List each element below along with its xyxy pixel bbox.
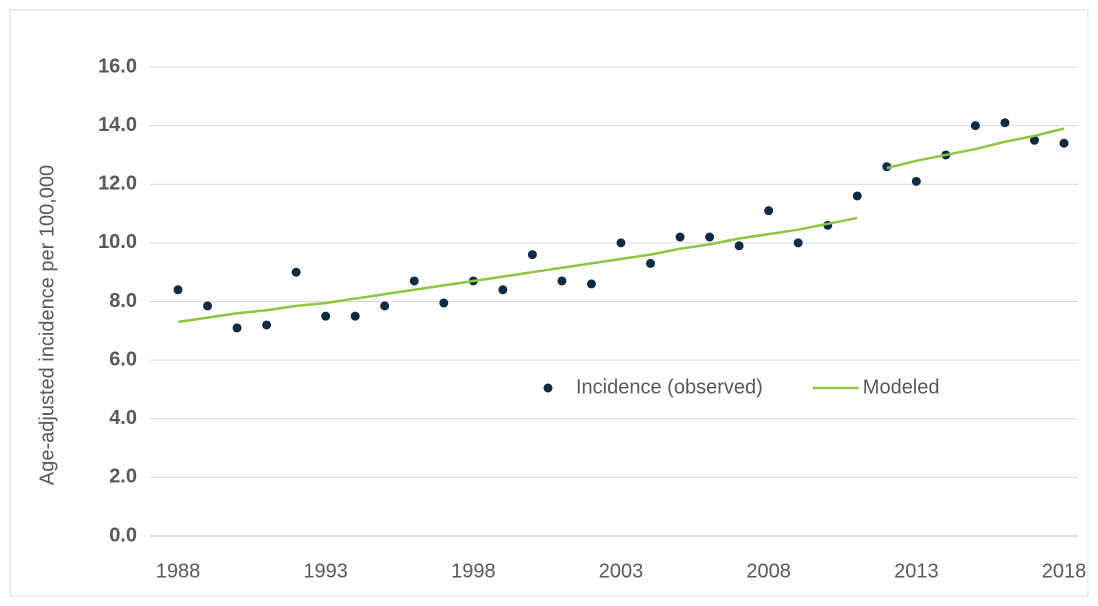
data-point [291, 267, 301, 277]
data-point [498, 285, 508, 295]
data-point [380, 301, 390, 311]
data-point [616, 238, 626, 248]
y-tick-label: 12.0 [98, 173, 137, 195]
x-tick-label: 2003 [599, 560, 644, 582]
data-point [1059, 138, 1069, 148]
legend-label: Modeled [863, 376, 940, 398]
y-tick-label: 0.0 [109, 524, 137, 546]
data-point [793, 238, 803, 248]
chart-frame [9, 9, 1089, 597]
data-point [173, 285, 183, 295]
data-point [882, 162, 892, 172]
y-tick-label: 2.0 [109, 466, 137, 488]
x-tick-label: 2013 [894, 560, 939, 582]
data-point [586, 279, 596, 289]
data-point [439, 298, 449, 308]
y-tick-label: 4.0 [109, 407, 137, 429]
data-point [911, 176, 921, 186]
data-point [734, 241, 744, 251]
data-point [646, 258, 656, 268]
y-tick-label: 8.0 [109, 290, 137, 312]
data-point [409, 276, 419, 286]
data-point [557, 276, 567, 286]
y-tick-label: 16.0 [98, 55, 137, 77]
x-tick-label: 2008 [746, 560, 791, 582]
model-line [177, 127, 1065, 324]
data-point [232, 323, 242, 333]
data-point [852, 191, 862, 201]
y-tick-label: 6.0 [109, 348, 137, 370]
y-axis-label: Age-adjusted incidence per 100,000 [36, 165, 58, 485]
x-tick-label: 1988 [156, 560, 201, 582]
x-tick-label: 1993 [303, 560, 348, 582]
data-point [262, 320, 272, 330]
data-point [764, 206, 774, 216]
data-point [1029, 135, 1039, 145]
legend-marker [543, 383, 553, 393]
data-point [675, 232, 685, 242]
data-point [321, 311, 331, 321]
y-tick-label: 14.0 [98, 114, 137, 136]
x-tick-label: 2018 [1042, 560, 1087, 582]
y-tick-label: 10.0 [98, 231, 137, 253]
data-point [350, 311, 360, 321]
legend-label: Incidence (observed) [576, 376, 763, 398]
x-tick-label: 1998 [451, 560, 496, 582]
data-point [203, 301, 213, 311]
data-point [705, 232, 715, 242]
data-point [527, 250, 537, 260]
data-point [1000, 118, 1010, 128]
data-point [970, 121, 980, 131]
